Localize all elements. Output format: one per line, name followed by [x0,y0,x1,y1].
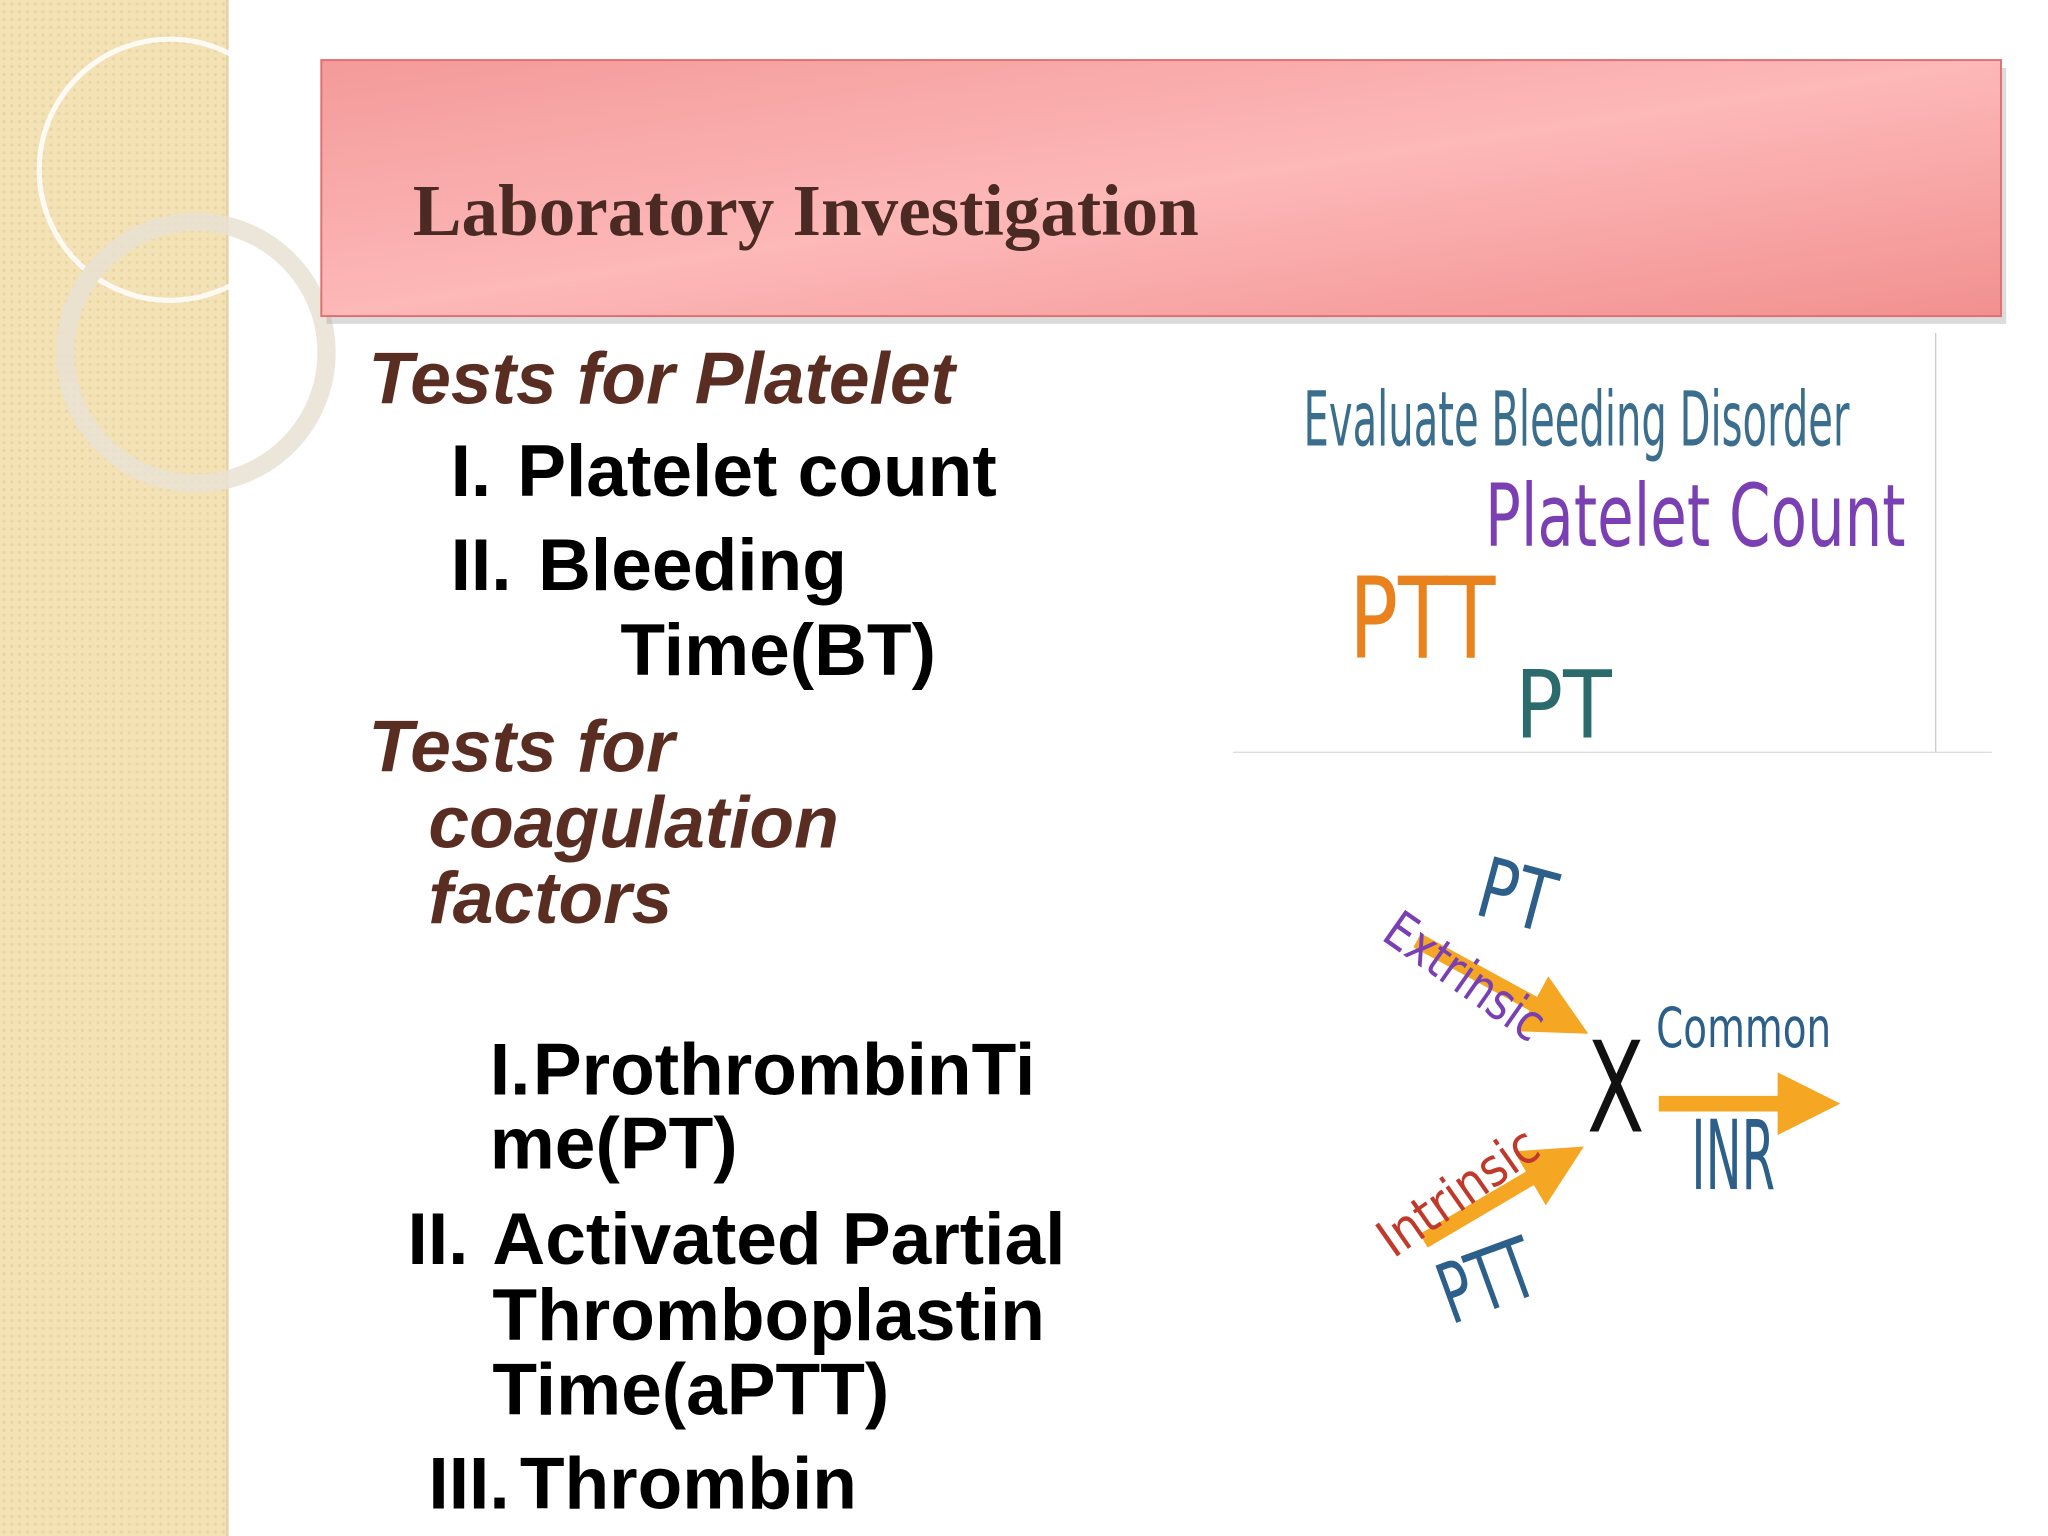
item-number: I. [451,431,492,512]
cloud-word: Evaluate Bleeding Disorder [1304,375,1850,463]
item-number: III. [428,1443,509,1524]
cloud-word: PTT [1349,555,1496,685]
pathway-label: INR [1691,1099,1775,1212]
item-text: Activated Partial [492,1199,1065,1280]
item-text: me(PT) [490,1104,738,1185]
pathway-label: X [1587,1015,1644,1161]
item-text: ProthrombinTi [533,1029,1035,1110]
cloud-word: PT [1515,652,1612,761]
item-text: Bleeding [538,525,847,606]
item-number: I. [490,1029,531,1110]
cloud-word: Platelet Count [1485,467,1906,567]
item-text: Thrombin [520,1443,857,1524]
section-heading: factors [428,858,672,939]
item-text: Time(aPTT) [492,1349,889,1430]
section-heading: Tests for Platelet [368,338,957,419]
section-heading: Tests for [368,707,678,788]
decor-circles [36,36,336,493]
section-heading: coagulation [428,782,838,863]
item-number: II. [451,525,512,606]
arrows [1413,933,1841,1248]
pathway-label: Common [1656,996,1831,1060]
item-text: Thromboplastin [492,1275,1044,1356]
item-text: Platelet count [517,431,996,512]
title: Laboratory Investigation [413,170,1199,251]
item-number: II. [408,1199,469,1280]
item-text: Time(BT) [620,610,936,691]
title-banner [320,59,2002,318]
word-cloud-image: Evaluate Bleeding Disorder Platelet Coun… [1232,333,1992,761]
